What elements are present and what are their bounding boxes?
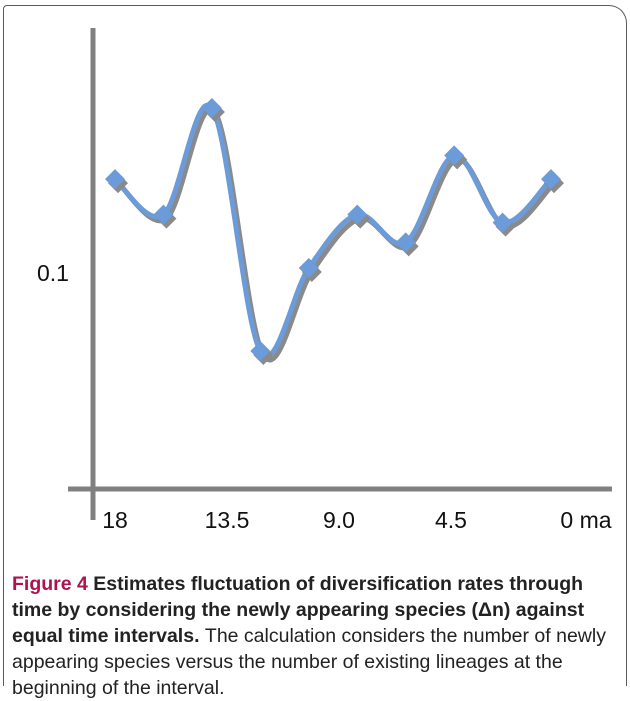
x-tick-label: 4.5: [435, 507, 467, 533]
data-point: [395, 232, 416, 253]
x-tick-label: 18: [102, 507, 128, 533]
data-point: [347, 204, 368, 225]
figure-frame: [3, 5, 627, 686]
data-point: [492, 212, 513, 233]
diversification-chart: 18 13.5 9.0 4.5 0 ma 0.1: [37, 28, 612, 533]
y-tick-label: 0.1: [37, 260, 69, 286]
data-point: [201, 98, 222, 118]
x-tick-label: 9.0: [323, 507, 355, 533]
data-point: [105, 169, 125, 190]
caption-label: Figure 4: [12, 573, 94, 595]
data-point: [444, 145, 465, 166]
series-line: [113, 102, 553, 359]
x-tick-label: 0 ma: [560, 507, 611, 533]
figure-caption: Figure 4 Estimates fluctuation of divers…: [12, 571, 612, 701]
x-tick-label: 13.5: [205, 507, 250, 533]
data-point: [250, 341, 271, 361]
data-point: [153, 204, 174, 225]
data-point: [541, 169, 561, 190]
caption-title: Estimates fluctuation of diversification…: [12, 573, 585, 647]
data-point: [298, 258, 319, 279]
